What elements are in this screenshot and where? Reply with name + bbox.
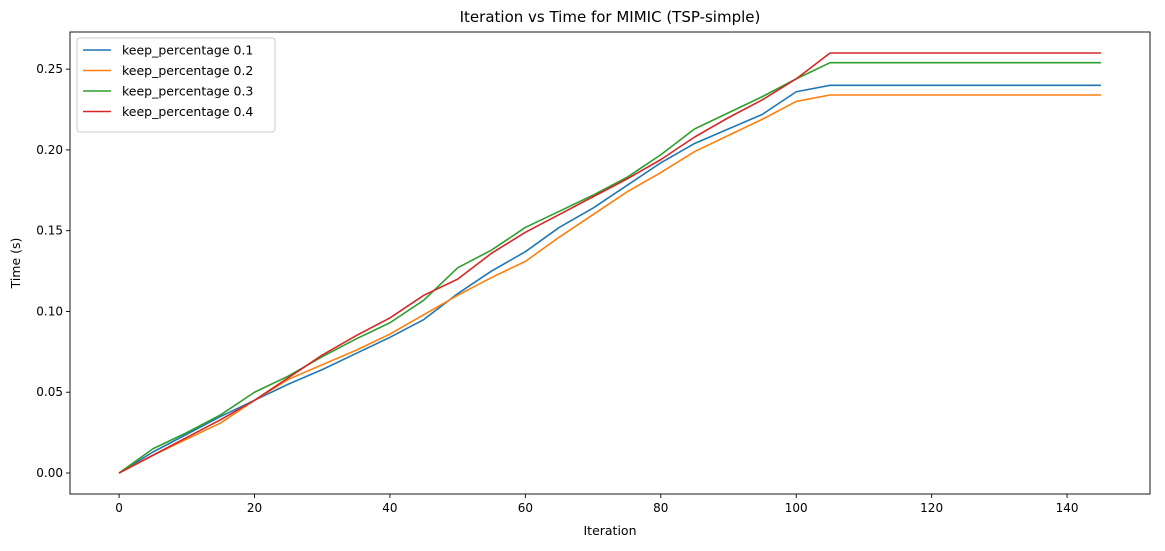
series-line-3 (118, 61, 1101, 474)
x-tick-label: 100 (785, 501, 808, 515)
y-tick-label: 0.10 (36, 304, 63, 318)
y-tick-label: 0.15 (36, 224, 63, 238)
legend-entry-label: keep_percentage 0.3 (122, 84, 253, 99)
legend-entry-label: keep_percentage 0.4 (122, 104, 253, 119)
legend-entry-label: keep_percentage 0.1 (122, 43, 253, 58)
x-tick-label: 60 (518, 501, 533, 515)
legend-entry-label: keep_percentage 0.2 (122, 63, 253, 78)
x-tick-label: 0 (115, 501, 123, 515)
legend-box (76, 37, 276, 133)
y-axis: 0.00 0.05 0.10 0.15 0.20 0.25 (36, 62, 70, 480)
y-tick-label: 0.00 (36, 466, 63, 480)
y-tick-label: 0.05 (36, 385, 63, 399)
y-axis-label: Time (s) (8, 238, 23, 290)
series-line-2 (118, 94, 1101, 474)
chart-title: Iteration vs Time for MIMIC (TSP-simple) (460, 8, 761, 26)
x-tick-label: 20 (247, 501, 262, 515)
legend: keep_percentage 0.1 keep_percentage 0.2 ke… (76, 37, 276, 133)
plot-frame (69, 31, 1151, 495)
series-line-4 (118, 52, 1101, 474)
x-tick-label: 80 (653, 501, 668, 515)
y-tick-label: 0.25 (36, 62, 63, 76)
series-line-1 (118, 84, 1101, 474)
y-tick-label: 0.20 (36, 143, 63, 157)
x-tick-label: 140 (1056, 501, 1079, 515)
x-tick-label: 120 (920, 501, 943, 515)
x-tick-label: 40 (382, 501, 397, 515)
plot-area (69, 31, 1151, 495)
x-axis: 0 20 40 60 80 100 120 140 (115, 494, 1079, 515)
x-axis-label: Iteration (583, 523, 636, 538)
